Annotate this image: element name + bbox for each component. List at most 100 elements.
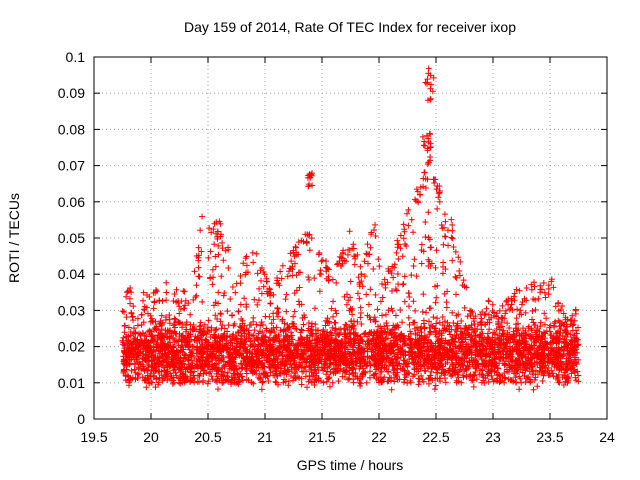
data-point <box>363 291 370 298</box>
y-tick-label: 0.04 <box>58 266 85 282</box>
data-point <box>523 285 530 292</box>
data-point <box>259 321 266 328</box>
data-point <box>171 339 178 346</box>
data-point <box>364 241 371 248</box>
data-point <box>127 284 134 291</box>
data-point <box>185 366 192 373</box>
data-point <box>281 320 288 327</box>
data-point <box>298 301 305 308</box>
data-point <box>148 347 155 354</box>
data-point <box>121 342 128 349</box>
data-point <box>513 321 520 328</box>
data-point <box>130 330 137 337</box>
data-point <box>215 242 222 249</box>
data-point <box>163 289 170 296</box>
data-point <box>546 372 553 379</box>
data-point <box>516 386 523 393</box>
data-point <box>305 182 312 189</box>
data-point <box>501 315 508 322</box>
data-point <box>519 369 526 376</box>
data-point <box>322 322 329 329</box>
data-point <box>548 367 555 374</box>
data-point <box>427 357 434 364</box>
data-point <box>175 298 182 305</box>
data-point <box>399 350 406 357</box>
data-point <box>335 378 342 385</box>
data-point <box>420 291 427 298</box>
data-point <box>568 338 575 345</box>
data-point <box>359 370 366 377</box>
data-point <box>535 295 542 302</box>
data-point <box>275 280 282 287</box>
data-point <box>205 254 212 261</box>
data-point <box>297 340 304 347</box>
data-point <box>145 364 152 371</box>
data-point <box>279 352 286 359</box>
data-point <box>372 339 379 346</box>
data-point <box>357 263 364 270</box>
data-point <box>503 351 510 358</box>
data-point <box>222 377 229 384</box>
data-point <box>436 190 443 197</box>
data-point <box>397 245 404 252</box>
data-point <box>450 341 457 348</box>
data-point <box>427 244 434 251</box>
data-point <box>229 376 236 383</box>
data-point <box>161 368 168 375</box>
data-point <box>277 365 284 372</box>
data-point <box>158 312 165 319</box>
data-point <box>447 331 454 338</box>
data-point <box>350 241 357 248</box>
data-point <box>519 299 526 306</box>
data-point <box>316 271 323 278</box>
data-point <box>347 330 354 337</box>
data-point <box>331 345 338 352</box>
data-point <box>387 267 394 274</box>
data-point <box>278 275 285 282</box>
data-point <box>452 327 459 333</box>
data-point <box>373 328 380 335</box>
data-point <box>262 347 269 354</box>
data-point <box>380 376 387 383</box>
data-point <box>176 303 183 310</box>
data-point <box>342 368 349 375</box>
data-point <box>377 359 384 366</box>
data-point <box>501 362 508 369</box>
data-point <box>394 237 401 244</box>
data-point <box>157 329 164 336</box>
data-point <box>377 339 384 346</box>
data-point <box>364 260 371 267</box>
data-point <box>413 273 420 280</box>
data-point <box>359 283 366 290</box>
data-point <box>251 327 258 334</box>
data-point <box>449 221 456 228</box>
data-point <box>223 337 230 344</box>
data-point <box>349 311 356 318</box>
data-point <box>133 356 140 363</box>
data-point <box>216 352 223 359</box>
data-point <box>449 257 456 264</box>
data-point <box>258 335 265 342</box>
data-point <box>290 352 297 359</box>
data-point <box>311 348 318 355</box>
data-point <box>430 314 437 321</box>
data-point <box>164 377 171 384</box>
data-point <box>258 318 265 325</box>
data-point <box>324 364 331 371</box>
y-tick-label: 0.01 <box>58 375 85 391</box>
data-point <box>545 352 552 359</box>
data-point <box>415 381 422 388</box>
data-point <box>303 359 310 366</box>
data-point <box>303 239 310 246</box>
data-point <box>288 340 295 347</box>
data-point <box>185 344 192 351</box>
data-point <box>384 378 391 385</box>
data-point <box>341 333 348 340</box>
data-point <box>410 298 417 305</box>
data-point <box>428 368 435 375</box>
data-point <box>489 308 496 315</box>
data-point <box>357 375 364 382</box>
data-point <box>269 368 276 375</box>
data-point <box>327 360 334 367</box>
data-point <box>210 353 217 360</box>
